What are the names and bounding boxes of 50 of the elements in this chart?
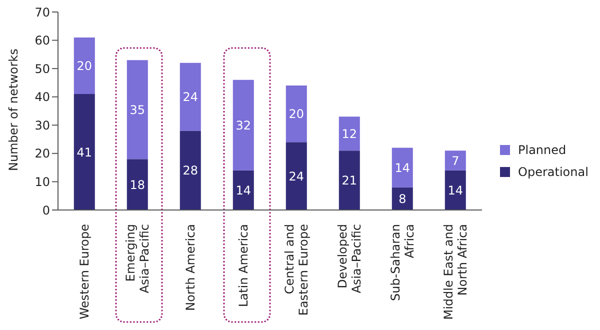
data-label: 24 <box>288 169 304 184</box>
x-tick-label: Emerging Asia–Pacific <box>124 224 152 294</box>
data-label: 14 <box>236 183 252 198</box>
y-tick-label: 40 <box>34 90 50 104</box>
bar <box>338 150 360 210</box>
data-label: 12 <box>342 126 358 141</box>
bar <box>286 86 307 142</box>
data-label: 20 <box>288 107 304 122</box>
y-tick-label: 60 <box>34 34 50 48</box>
bar <box>444 170 466 210</box>
data-label: 7 <box>452 154 460 168</box>
y-tick-label: 20 <box>34 146 50 161</box>
x-tick-label: Western Europe <box>78 224 92 320</box>
x-tick-label: Central and Eastern Europe <box>282 224 310 316</box>
bar <box>180 130 201 210</box>
data-label: 20 <box>76 59 92 74</box>
data-label: 21 <box>342 174 358 188</box>
data-label: 24 <box>182 90 198 104</box>
x-tick-label: North America <box>184 224 198 311</box>
bar <box>444 150 466 170</box>
legend-label: Operational <box>518 165 588 179</box>
bar <box>286 142 307 210</box>
bar <box>74 37 95 94</box>
y-tick-label: 70 <box>34 5 50 20</box>
bar <box>126 60 148 160</box>
bar <box>180 62 201 131</box>
y-tick-label: 30 <box>34 118 50 132</box>
x-tick-label: Middle East and North Africa <box>442 224 470 320</box>
data-label: 28 <box>182 164 198 178</box>
bar <box>74 94 95 210</box>
data-label: 14 <box>448 183 464 198</box>
x-tick-label: Latin America <box>236 224 250 307</box>
data-label: 18 <box>130 178 146 192</box>
data-label: 41 <box>76 145 92 160</box>
legend-label: Planned <box>518 143 566 157</box>
x-tick-label: Sub-Saharan Africa <box>388 224 416 301</box>
bar <box>392 148 413 188</box>
y-tick-label: 50 <box>34 62 50 76</box>
bar <box>338 116 360 151</box>
y-axis-title: Number of networks <box>6 48 20 171</box>
data-label: 8 <box>398 192 406 206</box>
data-label: 35 <box>130 102 146 117</box>
y-tick-label: 0 <box>42 203 50 218</box>
x-tick-label: Developed Asia–Pacific <box>336 224 364 294</box>
data-label: 14 <box>394 160 410 175</box>
bar <box>126 159 148 210</box>
bar <box>232 80 254 170</box>
data-label: 32 <box>236 118 252 132</box>
bar <box>232 170 254 210</box>
y-tick-label: 10 <box>34 174 50 189</box>
